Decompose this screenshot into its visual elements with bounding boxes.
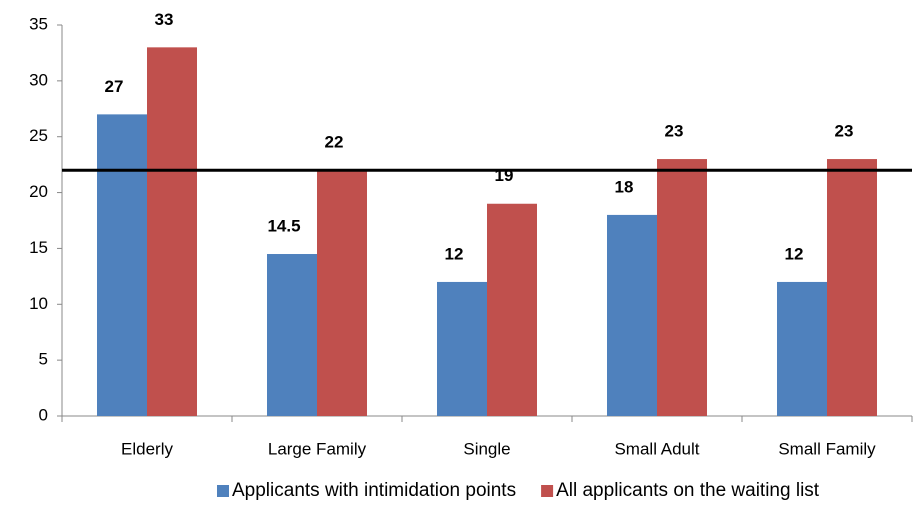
x-tick-label: Elderly bbox=[121, 439, 173, 458]
bar bbox=[437, 281, 487, 416]
data-label: 33 bbox=[155, 10, 174, 29]
bar bbox=[267, 254, 317, 416]
data-label: 22 bbox=[325, 133, 344, 152]
y-tick-label: 35 bbox=[29, 14, 48, 33]
legend-label: Applicants with intimidation points bbox=[232, 480, 516, 501]
bar bbox=[147, 47, 197, 416]
legend-swatch bbox=[541, 485, 554, 497]
data-label: 27 bbox=[105, 77, 124, 96]
data-label: 12 bbox=[785, 244, 804, 263]
y-tick-label: 5 bbox=[39, 350, 48, 369]
y-tick-label: 0 bbox=[39, 405, 48, 424]
x-tick-label: Small Adult bbox=[614, 439, 699, 458]
bar bbox=[777, 281, 827, 416]
bar bbox=[827, 159, 877, 417]
legend-label: All applicants on the waiting list bbox=[556, 480, 820, 501]
y-tick-label: 15 bbox=[29, 238, 48, 257]
bar bbox=[657, 159, 707, 417]
y-tick-label: 30 bbox=[29, 70, 48, 89]
x-tick-label: Small Family bbox=[778, 439, 876, 458]
data-label: 23 bbox=[665, 122, 684, 141]
data-label: 18 bbox=[615, 177, 634, 196]
y-tick-label: 25 bbox=[29, 126, 48, 145]
bar bbox=[97, 114, 147, 416]
x-tick-label: Large Family bbox=[268, 439, 367, 458]
x-tick-label: Single bbox=[463, 439, 510, 458]
data-label: 14.5 bbox=[267, 216, 300, 235]
data-label: 12 bbox=[445, 244, 464, 263]
y-tick-label: 10 bbox=[29, 294, 48, 313]
legend-swatch bbox=[217, 485, 229, 497]
bar bbox=[317, 170, 367, 416]
data-label: 23 bbox=[835, 122, 854, 141]
y-tick-label: 20 bbox=[29, 182, 48, 201]
bar bbox=[607, 214, 657, 416]
bar bbox=[487, 203, 537, 416]
